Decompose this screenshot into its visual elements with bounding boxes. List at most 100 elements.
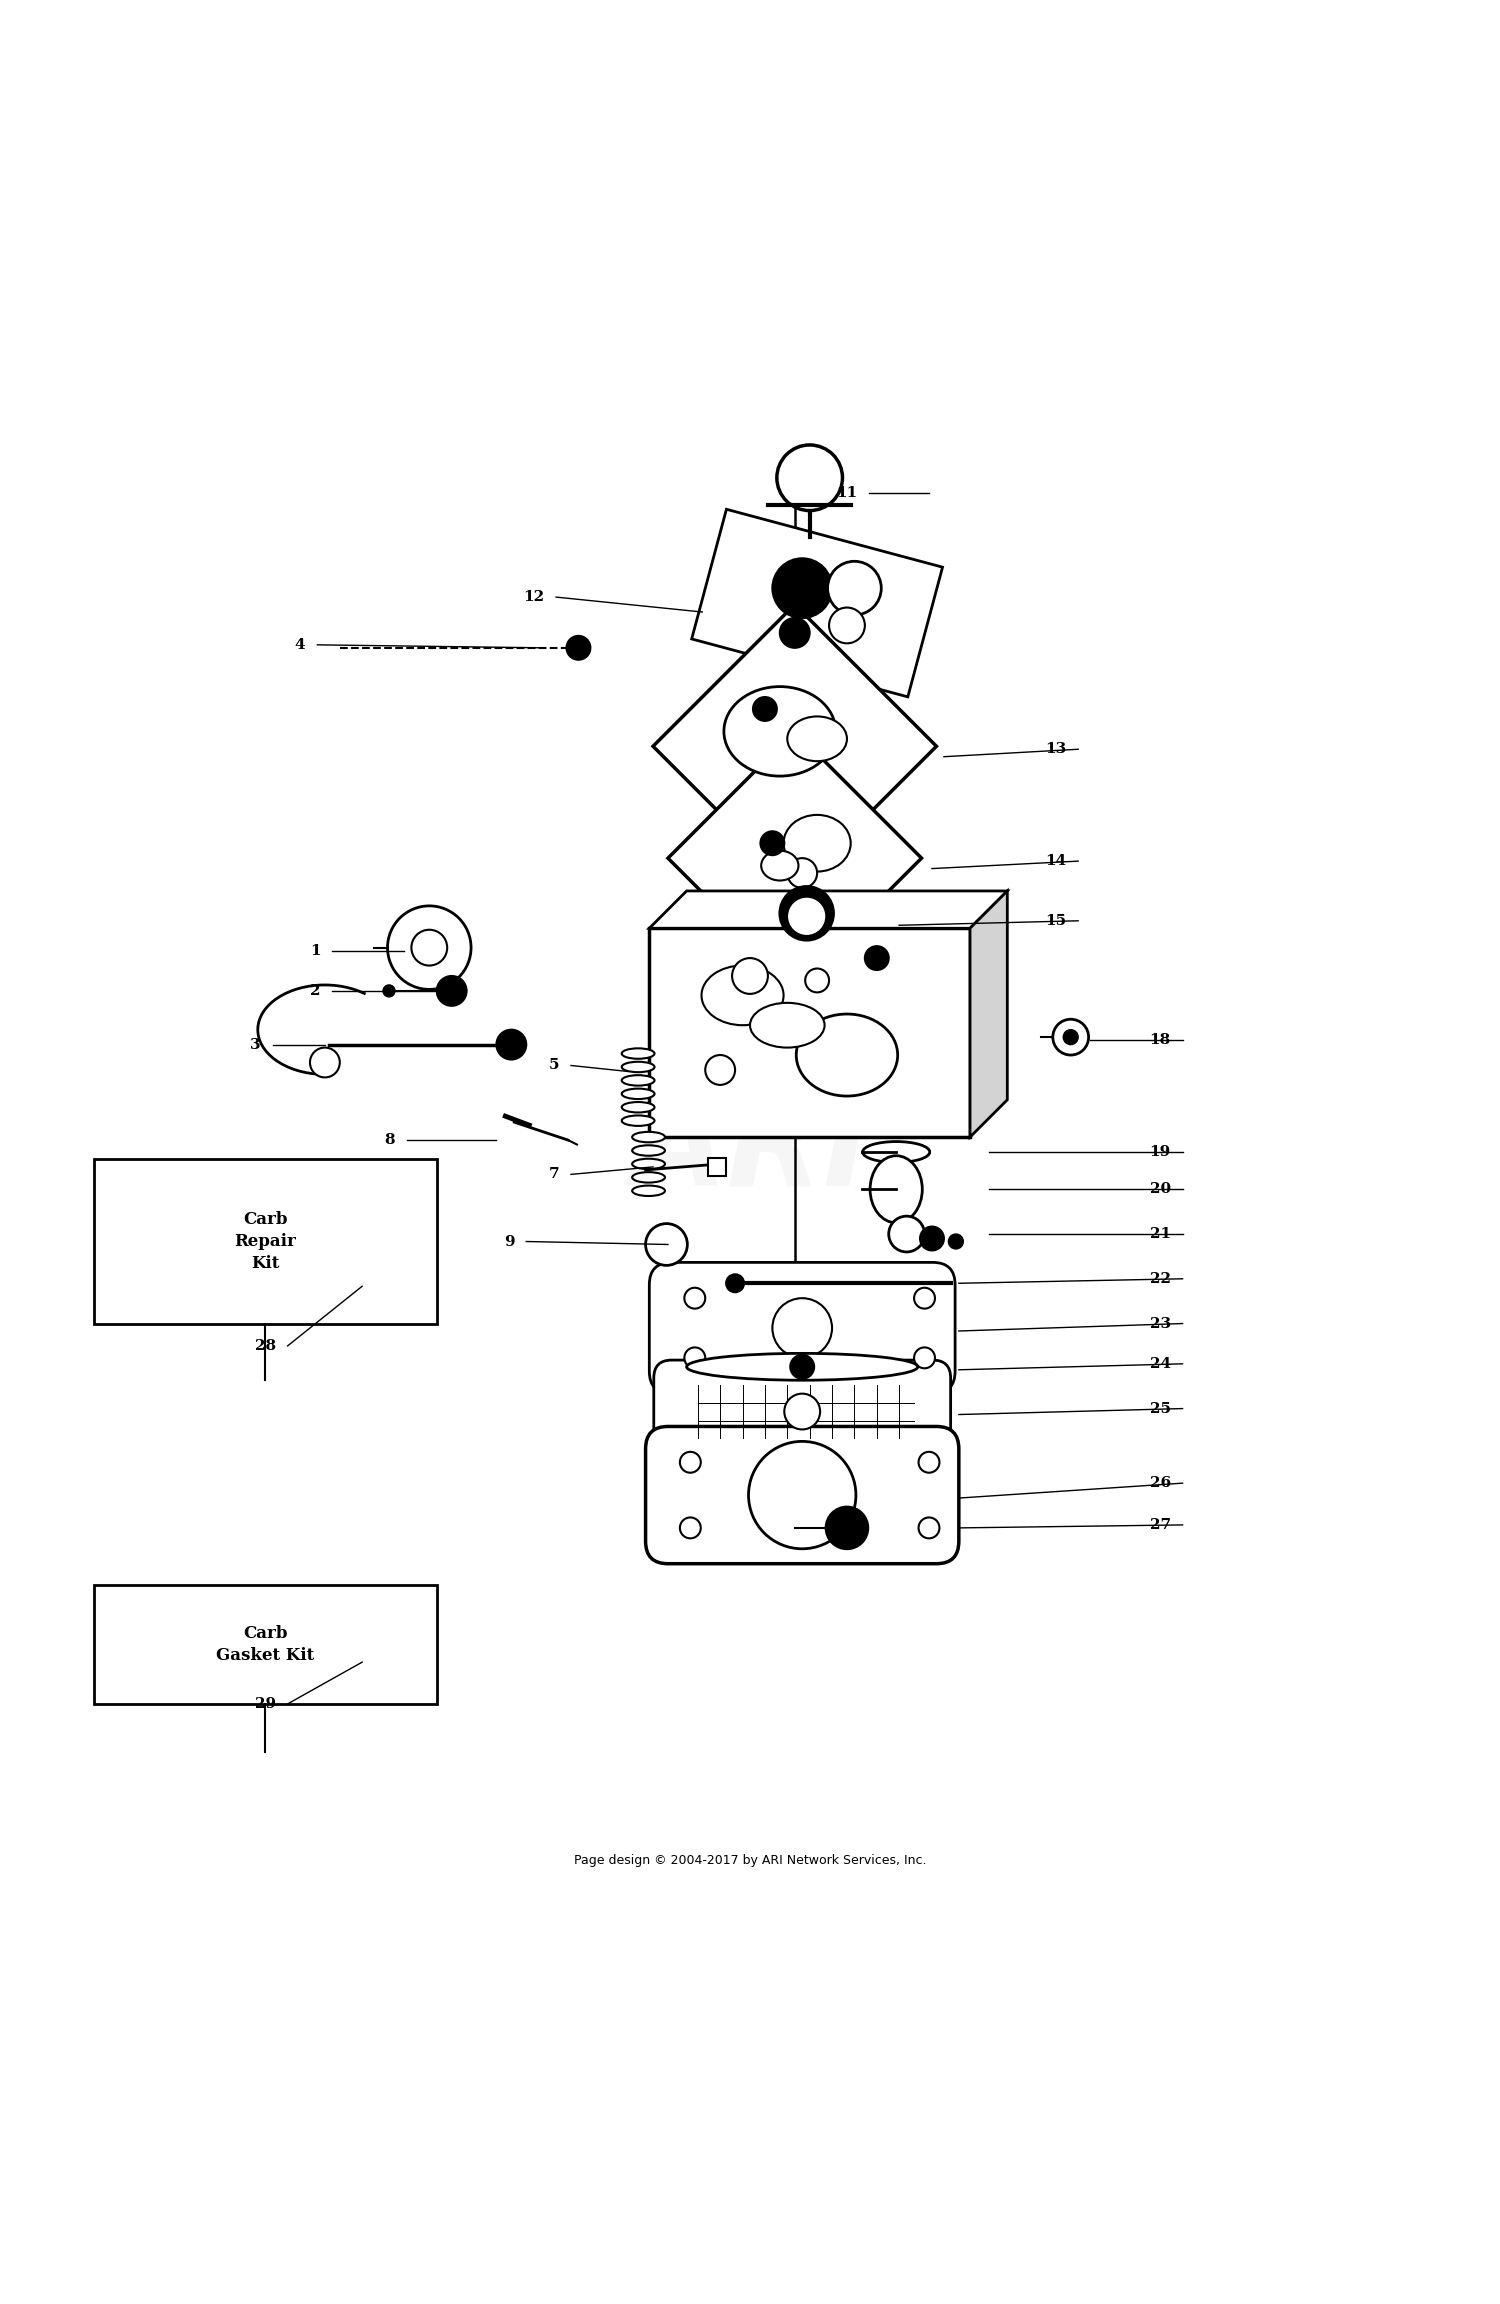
Text: 22: 22: [1149, 1272, 1170, 1286]
Ellipse shape: [621, 1101, 654, 1113]
Circle shape: [680, 1452, 700, 1472]
Circle shape: [790, 1355, 814, 1378]
Circle shape: [732, 958, 768, 993]
Text: ARI: ARI: [630, 1092, 870, 1212]
Circle shape: [1064, 1030, 1078, 1044]
Circle shape: [684, 1348, 705, 1369]
Text: 8: 8: [384, 1134, 394, 1147]
Bar: [93, 1159, 436, 1322]
Circle shape: [777, 445, 843, 511]
Circle shape: [914, 1288, 934, 1309]
Circle shape: [888, 1217, 924, 1251]
Circle shape: [760, 832, 784, 855]
Text: 3: 3: [251, 1037, 261, 1051]
Circle shape: [684, 1288, 705, 1309]
Text: 9: 9: [504, 1235, 515, 1249]
Text: 19: 19: [1149, 1145, 1170, 1159]
Circle shape: [753, 698, 777, 721]
Text: 14: 14: [1046, 855, 1066, 869]
Text: 26: 26: [1149, 1477, 1170, 1491]
Text: Page design © 2004-2017 by ARI Network Services, Inc.: Page design © 2004-2017 by ARI Network S…: [573, 1855, 926, 1866]
Circle shape: [436, 977, 466, 1007]
FancyBboxPatch shape: [645, 1426, 958, 1564]
Circle shape: [1053, 1018, 1089, 1055]
Circle shape: [827, 1507, 868, 1548]
Circle shape: [382, 984, 394, 998]
Polygon shape: [708, 1159, 726, 1175]
Ellipse shape: [632, 1173, 664, 1182]
Circle shape: [784, 1394, 820, 1428]
Ellipse shape: [632, 1131, 664, 1143]
Text: 23: 23: [1149, 1316, 1170, 1329]
Text: Carb
Gasket Kit: Carb Gasket Kit: [216, 1624, 315, 1663]
Circle shape: [772, 558, 832, 617]
Ellipse shape: [796, 1014, 897, 1097]
Text: 24: 24: [1149, 1357, 1170, 1371]
Circle shape: [772, 1297, 832, 1357]
Text: 18: 18: [1149, 1032, 1170, 1046]
Text: 29: 29: [255, 1698, 276, 1712]
Ellipse shape: [632, 1187, 664, 1196]
Ellipse shape: [632, 1145, 664, 1157]
Text: 15: 15: [1046, 915, 1066, 929]
Text: 11: 11: [836, 486, 858, 500]
Text: 12: 12: [524, 590, 544, 604]
Polygon shape: [650, 892, 1008, 929]
Polygon shape: [650, 929, 970, 1138]
Circle shape: [748, 1442, 856, 1548]
Text: 27: 27: [1149, 1518, 1170, 1532]
Ellipse shape: [870, 1157, 922, 1223]
Circle shape: [411, 931, 447, 965]
Circle shape: [780, 887, 834, 940]
Circle shape: [726, 1274, 744, 1293]
Text: 20: 20: [1149, 1182, 1170, 1196]
Circle shape: [920, 1226, 944, 1251]
Circle shape: [705, 1055, 735, 1085]
Text: Carb
Repair
Kit: Carb Repair Kit: [234, 1212, 296, 1272]
Ellipse shape: [621, 1076, 654, 1085]
Text: 4: 4: [296, 638, 306, 652]
Circle shape: [780, 617, 810, 647]
Ellipse shape: [783, 816, 850, 871]
Circle shape: [806, 968, 830, 993]
Ellipse shape: [687, 1352, 918, 1380]
Ellipse shape: [724, 687, 836, 776]
Ellipse shape: [760, 850, 798, 880]
Circle shape: [948, 1235, 963, 1249]
Text: 28: 28: [255, 1339, 276, 1352]
Text: 1: 1: [310, 945, 321, 958]
Ellipse shape: [862, 1140, 930, 1164]
Ellipse shape: [621, 1087, 654, 1099]
Text: 7: 7: [549, 1168, 560, 1182]
Circle shape: [310, 1048, 340, 1078]
Ellipse shape: [632, 1159, 664, 1168]
Circle shape: [918, 1518, 939, 1539]
Circle shape: [680, 1518, 700, 1539]
Ellipse shape: [621, 1062, 654, 1071]
Circle shape: [496, 1030, 526, 1060]
Circle shape: [645, 1223, 687, 1265]
Polygon shape: [692, 509, 942, 696]
Ellipse shape: [788, 717, 847, 760]
Circle shape: [788, 857, 818, 887]
Polygon shape: [970, 892, 1008, 1138]
Polygon shape: [668, 730, 921, 984]
Text: 5: 5: [549, 1058, 560, 1071]
Polygon shape: [652, 604, 936, 887]
FancyBboxPatch shape: [654, 1359, 951, 1463]
Bar: [93, 1585, 436, 1705]
Circle shape: [387, 905, 471, 988]
Text: 13: 13: [1046, 742, 1066, 756]
Circle shape: [830, 608, 866, 643]
Circle shape: [567, 636, 591, 659]
Ellipse shape: [621, 1048, 654, 1060]
Text: 25: 25: [1149, 1401, 1170, 1415]
FancyBboxPatch shape: [650, 1263, 956, 1394]
Text: 21: 21: [1149, 1228, 1170, 1242]
Ellipse shape: [702, 965, 783, 1025]
Circle shape: [828, 562, 882, 615]
Circle shape: [918, 1452, 939, 1472]
Text: 2: 2: [310, 984, 321, 998]
Ellipse shape: [750, 1002, 825, 1048]
Circle shape: [789, 899, 825, 933]
